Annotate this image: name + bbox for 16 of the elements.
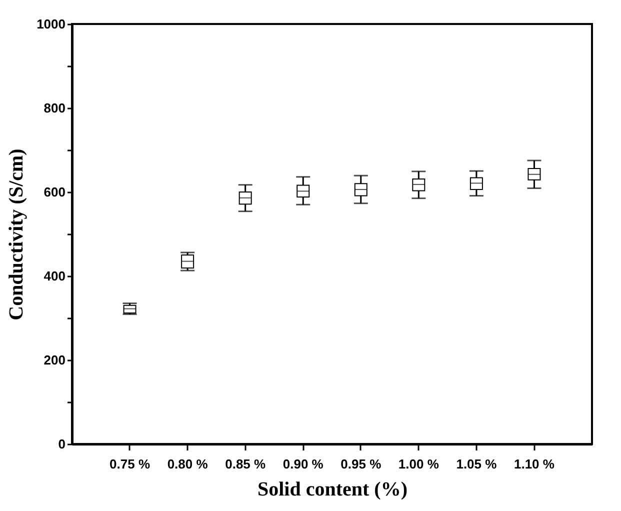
x-tick-label: 0.80 % [167,456,208,472]
x-tick-label: 0.95 % [340,456,382,472]
y-tick-label: 800 [44,100,66,116]
x-tick-label: 0.75 % [110,456,150,472]
y-tick-label: 600 [44,184,66,200]
y-axis-title: Conductivity (S/cm) [6,148,28,320]
x-tick-label: 1.10 % [514,456,555,472]
x-tick-label: 1.00 % [398,456,440,472]
y-tick-label: 1000 [36,16,66,32]
y-tick-label: 400 [44,268,66,284]
x-tick-label: 1.05 % [456,456,498,472]
x-axis-title: Solid content (%) [258,478,408,500]
y-tick-label: 0 [58,436,66,452]
x-tick-label: 0.85 % [225,456,266,472]
x-tick-label: 0.90 % [282,456,324,472]
y-tick-label: 200 [44,352,66,368]
